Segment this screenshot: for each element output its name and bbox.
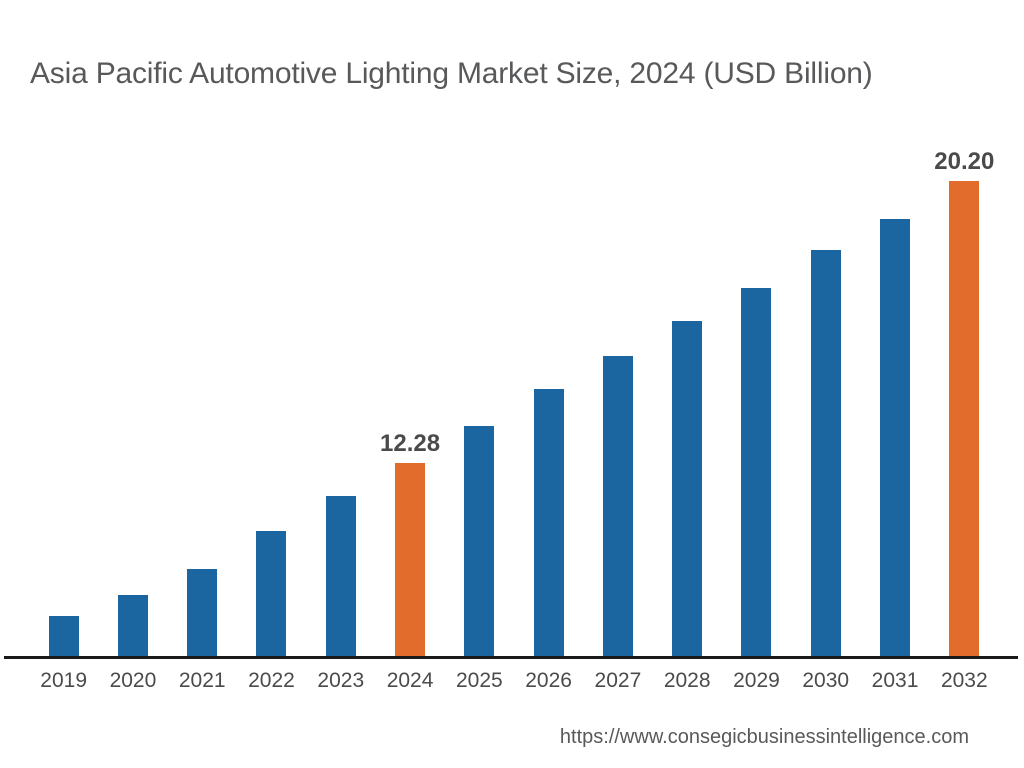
bar-column-2027: [583, 0, 652, 656]
x-tick-label-2031: 2031: [871, 669, 919, 692]
bar-2030: [810, 250, 841, 656]
bar-column-2022: [237, 0, 306, 656]
bar-column-2030: [791, 0, 860, 656]
bar-2022: [256, 531, 287, 656]
bar-column-2019: [29, 0, 98, 656]
x-tick-label-2027: 2027: [594, 669, 642, 692]
bar-2019: [48, 616, 79, 656]
bar-column-2023: [306, 0, 375, 656]
bar-2027: [602, 356, 633, 656]
x-axis-tick-labels: 2019 2020 2021 2022 2023 2024 2025 2026 2027 2028…: [29, 668, 999, 693]
x-axis-line: [4, 656, 1018, 659]
x-tick-label-2019: 2019: [40, 669, 87, 692]
x-tick-label-2023: 2023: [317, 669, 365, 692]
x-tick-label-2028: 2028: [663, 669, 711, 692]
bar-2028: [672, 321, 703, 656]
x-tick-label-2030: 2030: [802, 669, 850, 692]
bar-2026: [533, 389, 564, 656]
bar-value-label-2024: 12.28: [380, 429, 441, 457]
bar-2020: [117, 595, 148, 656]
bar-value-label-2032: 20.20: [934, 147, 995, 175]
source-url: https://www.consegicbusinessintelligence…: [559, 726, 969, 748]
x-tick-label-2022: 2022: [248, 669, 295, 692]
x-tick-label-2026: 2026: [525, 669, 572, 692]
highlighted-bar-2032: [949, 181, 980, 656]
bar-2029: [741, 288, 772, 656]
bar-column-2026: [514, 0, 583, 656]
bar-column-2025: [445, 0, 514, 656]
chart-title: Asia Pacific Automotive Lighting Market …: [30, 57, 873, 90]
bar-2021: [187, 569, 218, 656]
x-tick-label-2024: 2024: [386, 669, 434, 692]
bar-2023: [325, 496, 356, 656]
x-tick-label-2021: 2021: [178, 669, 226, 692]
x-tick-label-2032: 2032: [940, 669, 988, 692]
bar-column-2020: [98, 0, 167, 656]
highlighted-bar-2024: [395, 463, 426, 656]
bar-column-2032: 20.20: [930, 0, 999, 656]
x-tick-label-2020: 2020: [109, 669, 157, 692]
bar-column-2028: [653, 0, 722, 656]
bar-chart-plot-area: 12.28 20.20: [29, 0, 999, 656]
x-tick-label-2029: 2029: [733, 669, 780, 692]
bar-column-2021: [168, 0, 237, 656]
bar-2031: [880, 219, 911, 656]
bar-column-2024: 12.28: [375, 0, 444, 656]
bar-2025: [464, 426, 495, 656]
bar-column-2031: [860, 0, 929, 656]
x-tick-label-2025: 2025: [455, 669, 503, 692]
bar-column-2029: [722, 0, 791, 656]
